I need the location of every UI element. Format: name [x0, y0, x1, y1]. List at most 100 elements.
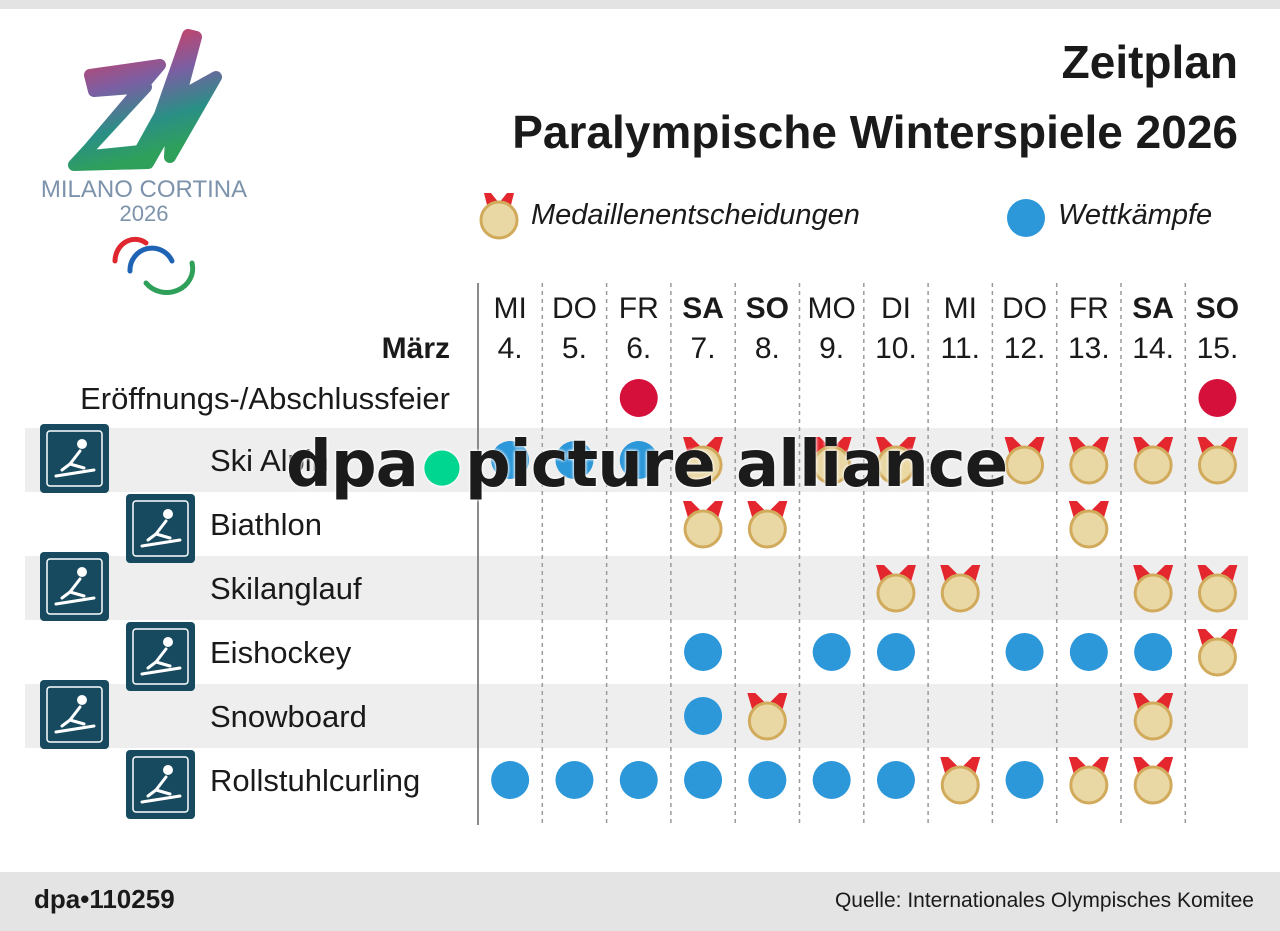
- column-weekday: SO: [746, 292, 789, 325]
- row-label: Eröffnungs-/Abschlussfeier: [80, 381, 450, 416]
- competition-dot: [876, 761, 915, 799]
- medal-marker: [940, 573, 980, 613]
- column-weekday: DO: [1002, 292, 1047, 325]
- column-date: 10.: [875, 332, 917, 365]
- competition-dot: [684, 633, 723, 671]
- medal-marker: [1197, 573, 1237, 613]
- top-band: [0, 0, 1280, 9]
- icon-athlete-body: [54, 577, 96, 606]
- column-date: 14.: [1132, 332, 1174, 365]
- legend-competition: Wettkämpfe: [1006, 193, 1242, 239]
- icon-frame: [132, 628, 189, 685]
- column-date: 11.: [941, 332, 980, 365]
- competition-dot: [619, 441, 658, 479]
- column-date: 13.: [1068, 332, 1110, 365]
- column-weekday: MI: [493, 292, 526, 325]
- medal-marker: [1133, 445, 1173, 485]
- watermark-dot: ●: [421, 437, 462, 492]
- chart-subtitle: Paralympische Winterspiele 2026: [512, 106, 1238, 158]
- medal-marker: [683, 509, 723, 549]
- ceremony-dot: [619, 379, 658, 417]
- competition-dot: [1069, 633, 1108, 671]
- row-label: Skilanglauf: [210, 571, 362, 606]
- month-label: März: [382, 332, 450, 365]
- row-label: Biathlon: [210, 507, 322, 542]
- icon-athlete-head: [163, 509, 173, 519]
- medal-icon: [479, 193, 519, 240]
- medal-marker: [747, 509, 787, 549]
- competition-dot: [748, 761, 787, 799]
- column-weekday: FR: [619, 292, 659, 325]
- medal-marker: [1069, 509, 1109, 549]
- column-date: 12.: [1004, 332, 1046, 365]
- medal-marker: [1197, 445, 1237, 485]
- medal-marker: [683, 445, 723, 485]
- row-shade: [25, 556, 1248, 620]
- column-date: 7.: [691, 332, 716, 365]
- competition-dot: [684, 761, 723, 799]
- medal-marker: [876, 573, 916, 613]
- row-label: Ski Alpin: [210, 443, 329, 478]
- logo-text: MILANO CORTINA: [41, 176, 247, 203]
- competition-dot: [1005, 761, 1044, 799]
- watermark-left: dpa: [286, 428, 419, 502]
- icon-athlete-head: [77, 567, 87, 577]
- icon-athlete-head: [163, 765, 173, 775]
- row-label: Rollstuhlcurling: [210, 763, 420, 798]
- icon-frame: [132, 756, 189, 813]
- medal-marker: [876, 445, 916, 485]
- icon-athlete-body: [140, 775, 182, 804]
- column-weekday: MI: [944, 292, 977, 325]
- competition-dot: [812, 761, 851, 799]
- competition-dot: [555, 441, 594, 479]
- column-date: 4.: [498, 332, 523, 365]
- legend-medal-label: Medaillenentscheidungen: [531, 199, 860, 231]
- icon-athlete-head: [163, 637, 173, 647]
- chart-title: Zeitplan: [1061, 36, 1238, 88]
- medal-marker: [1197, 637, 1237, 677]
- competition-dot: [1134, 633, 1173, 671]
- medal-marker: [940, 765, 980, 805]
- competition-dot: [812, 633, 851, 671]
- icon-athlete-head: [77, 439, 87, 449]
- icon-athlete-body: [54, 449, 96, 478]
- medal-marker: [812, 445, 852, 485]
- icon-athlete-body: [140, 647, 182, 676]
- legend-competition-label: Wettkämpfe: [1058, 199, 1213, 231]
- schedule-chart: MI 4. DO 5. FR 6. SA 7. SO 8. MO 9. DI 10. MI 11. DO 12. F…: [25, 283, 1248, 825]
- logo-year: 2026: [120, 201, 169, 226]
- icon-frame: [132, 500, 189, 557]
- competition-dot: [876, 633, 915, 671]
- column-date: 6.: [626, 332, 651, 365]
- medal-marker: [747, 701, 787, 741]
- column-date: 9.: [819, 332, 844, 365]
- icon-athlete-body: [140, 519, 182, 548]
- medal-marker: [1133, 573, 1173, 613]
- watermark-right: picture alliance: [464, 428, 1008, 502]
- medal-marker: [1005, 445, 1045, 485]
- column-weekday: MO: [807, 292, 855, 325]
- row-shade: [25, 684, 1248, 748]
- column-weekday: SO: [1196, 292, 1239, 325]
- medal-marker: [1069, 445, 1109, 485]
- medal-marker: [1133, 701, 1173, 741]
- competition-dot: [619, 761, 658, 799]
- competition-dot: [555, 761, 594, 799]
- medal-marker: [1069, 765, 1109, 805]
- footer: dpa•110259 Quelle: Internationales Olymp…: [0, 872, 1280, 931]
- column-date: 15.: [1197, 332, 1239, 365]
- icon-frame: [46, 558, 103, 615]
- column-weekday: DO: [552, 292, 597, 325]
- milano-cortina-logo: MILANO CORTINA 2026: [20, 25, 280, 300]
- column-date: 5.: [562, 332, 587, 365]
- medal-marker: [1133, 765, 1173, 805]
- competition-dot-icon: [1007, 199, 1045, 237]
- footer-code: dpa•110259: [34, 884, 175, 914]
- column-weekday: DI: [881, 292, 911, 325]
- competition-dot: [684, 697, 723, 735]
- column-weekday: FR: [1069, 292, 1109, 325]
- row-label: Snowboard: [210, 699, 367, 734]
- competition-dot: [1005, 633, 1044, 671]
- column-date: 8.: [755, 332, 780, 365]
- competition-dot: [491, 441, 530, 479]
